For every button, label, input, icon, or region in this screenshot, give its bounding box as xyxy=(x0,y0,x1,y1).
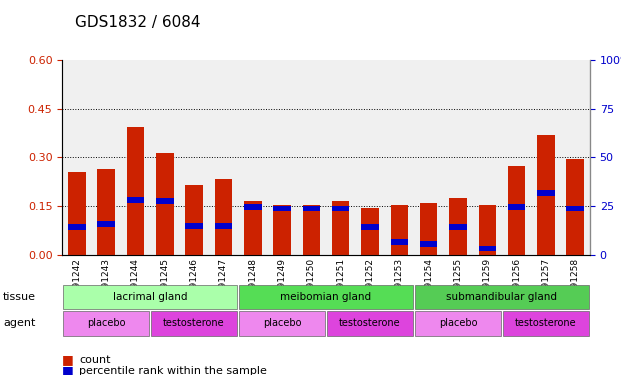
Text: testosterone: testosterone xyxy=(163,318,225,328)
Bar xyxy=(566,206,584,212)
Bar xyxy=(68,225,86,230)
Bar xyxy=(302,206,320,212)
Bar xyxy=(391,205,408,255)
Bar xyxy=(537,190,555,196)
Bar xyxy=(97,221,115,227)
Text: agent: agent xyxy=(3,318,35,328)
Text: tissue: tissue xyxy=(3,292,36,302)
Text: placebo: placebo xyxy=(263,318,301,328)
Text: ■: ■ xyxy=(62,364,74,375)
Bar xyxy=(302,205,320,255)
Bar xyxy=(508,166,525,255)
Bar xyxy=(185,185,203,255)
Bar xyxy=(566,159,584,255)
Bar xyxy=(273,205,291,255)
Text: percentile rank within the sample: percentile rank within the sample xyxy=(79,366,268,375)
Bar xyxy=(361,208,379,255)
Text: meibomian gland: meibomian gland xyxy=(281,292,371,302)
Bar xyxy=(97,169,115,255)
Bar xyxy=(244,201,261,255)
Text: ■: ■ xyxy=(62,354,74,366)
Bar xyxy=(537,135,555,255)
Bar xyxy=(244,204,261,210)
Bar xyxy=(479,205,496,255)
Bar xyxy=(156,153,173,255)
Bar xyxy=(361,225,379,230)
Bar xyxy=(479,246,496,251)
Bar xyxy=(508,204,525,210)
Text: count: count xyxy=(79,355,111,365)
Text: lacrimal gland: lacrimal gland xyxy=(113,292,188,302)
Bar xyxy=(273,206,291,212)
Bar xyxy=(156,198,173,204)
Bar xyxy=(215,223,232,229)
Bar xyxy=(185,223,203,229)
Bar xyxy=(127,197,144,202)
Bar xyxy=(449,225,467,230)
Text: GDS1832 / 6084: GDS1832 / 6084 xyxy=(75,15,200,30)
Bar xyxy=(127,127,144,255)
Text: submandibular gland: submandibular gland xyxy=(446,292,558,302)
Text: testosterone: testosterone xyxy=(515,318,577,328)
Bar xyxy=(420,241,437,246)
Text: placebo: placebo xyxy=(439,318,477,328)
Text: testosterone: testosterone xyxy=(339,318,401,328)
Bar xyxy=(391,239,408,245)
Bar xyxy=(215,178,232,255)
Bar xyxy=(68,172,86,255)
Bar xyxy=(332,201,350,255)
Bar xyxy=(420,203,437,255)
Bar xyxy=(332,206,350,212)
Bar xyxy=(449,198,467,255)
Text: placebo: placebo xyxy=(87,318,125,328)
